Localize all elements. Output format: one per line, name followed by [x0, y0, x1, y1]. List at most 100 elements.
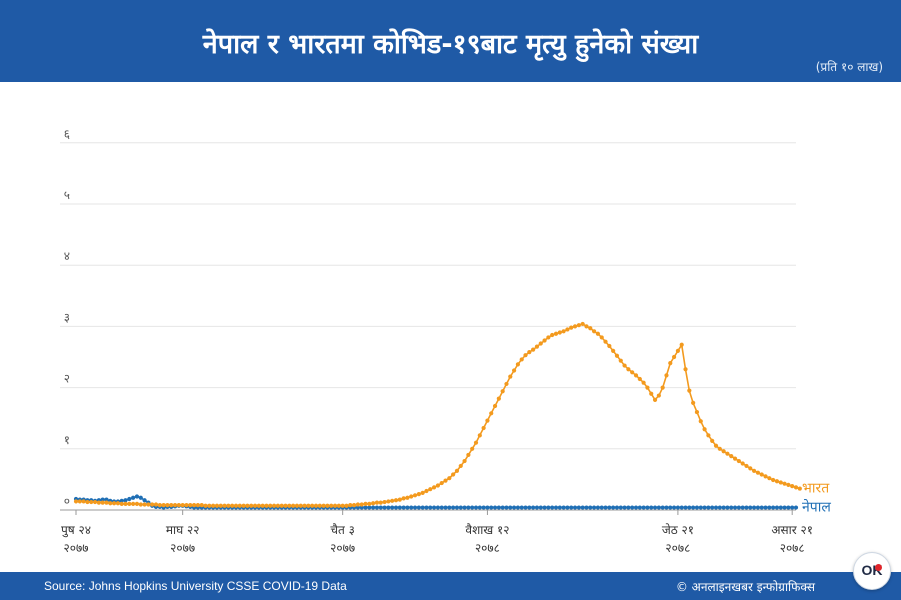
- data-point: [630, 505, 635, 510]
- y-tick-label: ५: [64, 188, 70, 202]
- data-point: [531, 347, 536, 352]
- data-point: [100, 497, 105, 502]
- data-point: [732, 505, 738, 510]
- data-point: [294, 503, 300, 508]
- data-point: [489, 505, 494, 510]
- data-point: [138, 502, 143, 507]
- data-point: [710, 438, 715, 443]
- logo-dot-icon: [875, 564, 882, 571]
- data-point: [588, 505, 593, 510]
- data-point: [706, 433, 711, 438]
- data-point: [626, 505, 631, 510]
- data-point: [424, 505, 429, 510]
- data-point: [595, 505, 601, 510]
- data-point: [515, 362, 521, 367]
- data-point: [393, 498, 399, 503]
- data-point: [557, 330, 562, 335]
- data-point: [451, 505, 456, 510]
- y-tick-label: ०: [64, 494, 70, 508]
- data-point: [485, 505, 490, 510]
- data-point: [237, 503, 242, 508]
- data-point: [485, 418, 490, 423]
- data-point: [96, 500, 101, 505]
- data-point: [519, 505, 524, 510]
- data-point: [759, 472, 764, 477]
- data-point: [698, 419, 703, 424]
- data-point: [405, 495, 410, 500]
- data-point: [538, 341, 543, 346]
- data-point: [748, 466, 753, 471]
- data-point: [569, 505, 574, 510]
- logo-text: OK: [861, 562, 883, 578]
- data-point: [382, 499, 387, 505]
- data-point: [679, 505, 684, 510]
- data-point: [637, 505, 642, 510]
- data-point: [451, 472, 456, 477]
- data-point: [588, 326, 593, 331]
- data-point: [790, 505, 795, 510]
- data-point: [428, 505, 433, 510]
- data-point: [131, 495, 136, 500]
- data-point: [275, 503, 281, 508]
- data-point: [565, 327, 570, 332]
- data-point: [435, 505, 441, 510]
- data-point: [378, 505, 383, 510]
- data-point: [348, 503, 353, 508]
- data-point: [687, 505, 692, 510]
- data-point: [462, 505, 467, 510]
- data-point: [218, 503, 223, 508]
- series-line-india: [76, 323, 801, 507]
- data-point: [496, 505, 501, 510]
- data-point: [649, 505, 654, 510]
- data-point: [85, 499, 90, 505]
- data-point: [386, 505, 391, 510]
- data-point: [515, 505, 521, 510]
- x-tick-year: २०७८: [475, 541, 500, 555]
- data-point: [401, 496, 406, 501]
- data-point: [336, 503, 341, 508]
- data-point: [797, 486, 802, 491]
- data-point: [401, 505, 406, 510]
- data-point: [550, 505, 555, 510]
- data-point: [614, 353, 620, 358]
- data-point: [751, 505, 757, 510]
- credit-text: © अनलाइनखबर इन्फोग्राफिक्स: [675, 580, 815, 594]
- data-point: [561, 505, 566, 510]
- data-point: [671, 505, 677, 510]
- data-point: [618, 505, 623, 510]
- data-point: [241, 503, 246, 508]
- source-text: Source: Johns Hopkins University CSSE CO…: [44, 579, 347, 593]
- data-point: [397, 497, 402, 502]
- data-point: [630, 370, 635, 375]
- data-point: [660, 505, 665, 510]
- data-point: [214, 503, 220, 508]
- data-point: [702, 505, 707, 510]
- data-point: [729, 454, 734, 459]
- data-point: [576, 505, 581, 510]
- data-point: [694, 505, 700, 510]
- data-point: [778, 480, 783, 485]
- data-point: [679, 342, 684, 347]
- data-point: [298, 503, 303, 508]
- data-point: [713, 505, 719, 510]
- data-point: [755, 505, 761, 510]
- data-point: [161, 503, 166, 508]
- data-point: [332, 503, 338, 508]
- data-point: [77, 499, 82, 504]
- data-point: [188, 503, 193, 508]
- data-point: [725, 505, 730, 510]
- data-point: [351, 503, 357, 508]
- data-point: [668, 361, 673, 366]
- x-tick-label: पुष २४: [61, 523, 91, 538]
- y-tick-label: १: [64, 433, 70, 447]
- data-point: [580, 505, 585, 510]
- chart-title: नेपाल र भारतमा कोभिड-१९बाट मृत्यु हुनेको…: [202, 29, 699, 60]
- data-point: [736, 505, 741, 510]
- data-point: [694, 409, 700, 415]
- data-point: [599, 335, 604, 340]
- data-point: [523, 505, 528, 510]
- data-point: [473, 440, 479, 445]
- y-tick-label: २: [64, 372, 70, 386]
- data-point: [428, 487, 433, 492]
- data-point: [211, 503, 216, 508]
